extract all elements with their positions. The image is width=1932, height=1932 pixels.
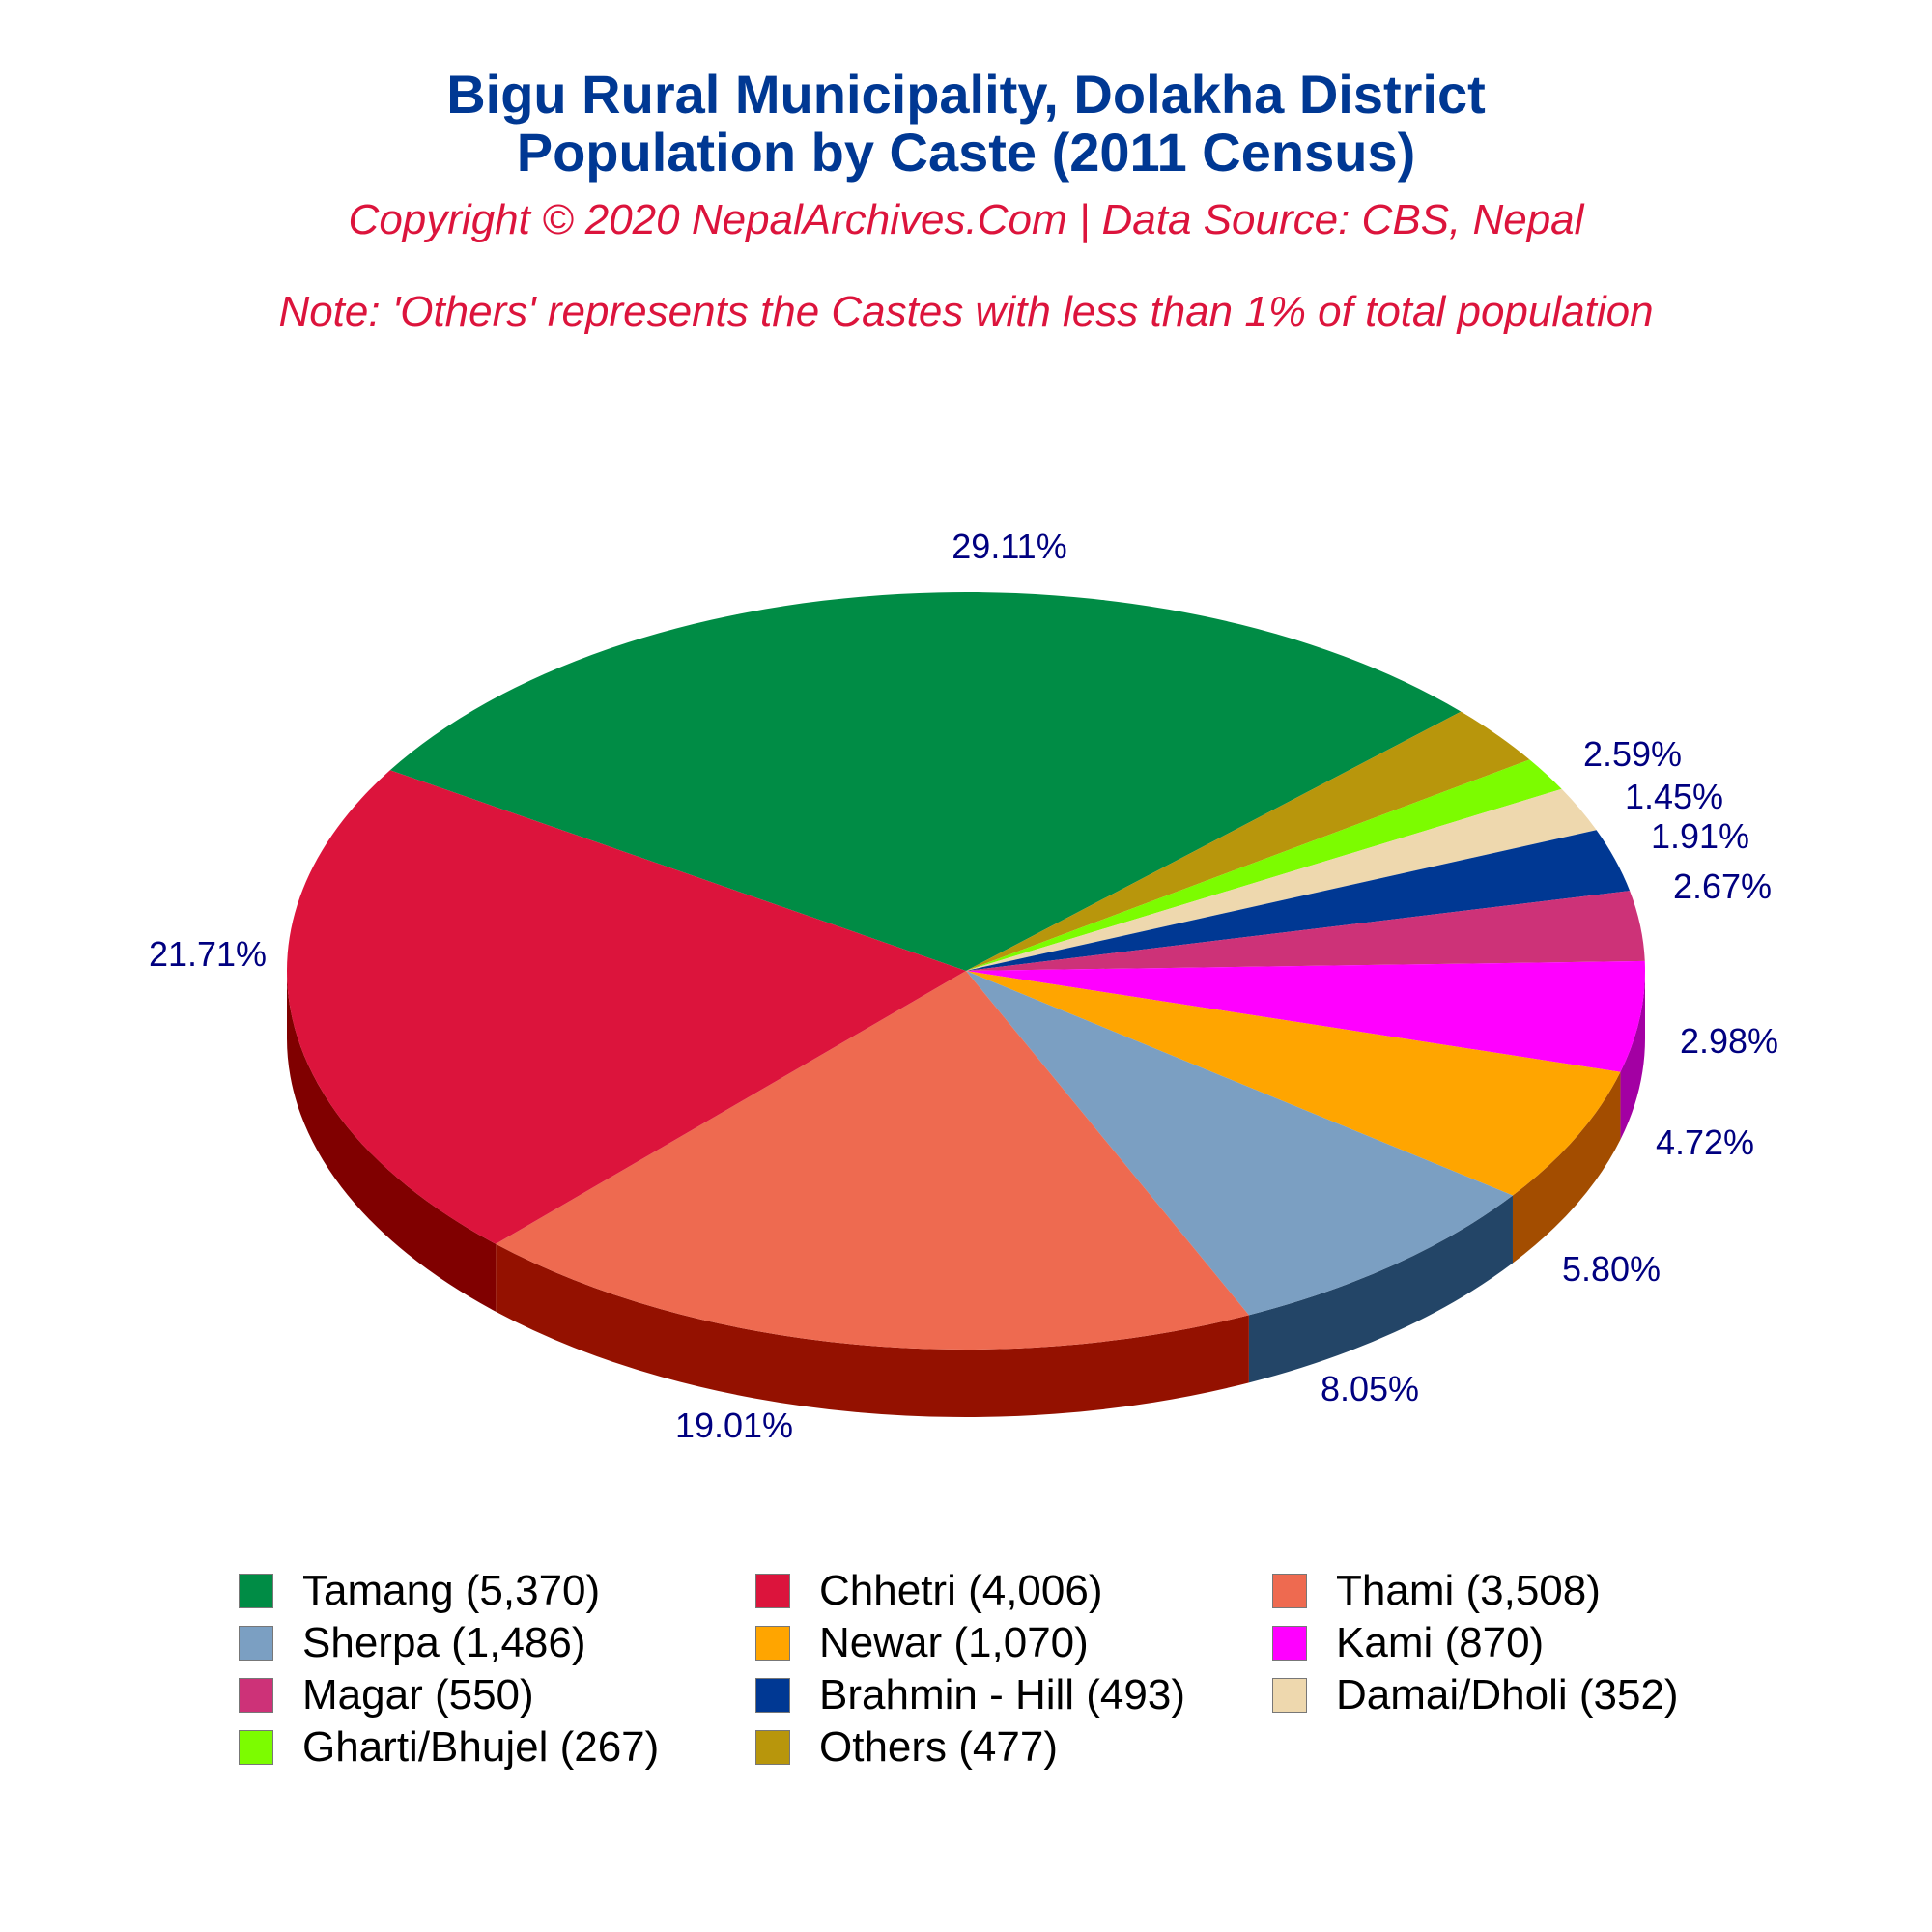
copyright-text: Copyright © 2020 NepalArchives.Com | Dat… — [348, 196, 1584, 243]
pie-slice-damai-dholi — [966, 788, 1597, 971]
pie-slice-thami — [496, 971, 1249, 1350]
pie-side-chhetri — [287, 971, 497, 1312]
pie-slice-others — [966, 711, 1530, 971]
percent-label-others: 2.59% — [1583, 734, 1682, 774]
pie-percent-labels: 29.11% 21.71% 19.01% 8.05% 5.80% 4.72% 2.98% 2.… — [149, 526, 1778, 1445]
percent-label-newar: 5.80% — [1562, 1249, 1661, 1289]
legend-label: Brahmin - Hill (493) — [819, 1671, 1185, 1719]
legend-swatch — [755, 1730, 790, 1765]
percent-label-gharti-bhujel: 1.45% — [1625, 777, 1723, 816]
pie-slice-tamang — [389, 592, 1462, 971]
percent-label-sherpa: 8.05% — [1321, 1369, 1419, 1408]
legend-item-thami: Thami (3,508) — [1272, 1565, 1601, 1617]
pie-slices — [287, 592, 1645, 1350]
percent-label-tamang: 29.11% — [952, 526, 1066, 566]
legend-item-gharti-bhujel: Gharti/Bhujel (267) — [239, 1721, 659, 1774]
legend-swatch — [239, 1574, 273, 1608]
legend-item-kami: Kami (870) — [1272, 1617, 1544, 1669]
pie-slice-newar — [966, 971, 1621, 1196]
pie-slice-chhetri — [287, 770, 966, 1244]
chart-title-line2: Population by Caste (2011 Census) — [516, 122, 1416, 183]
legend-swatch — [239, 1626, 273, 1661]
pie-side-kami — [1620, 971, 1645, 1140]
legend-item-sherpa: Sherpa (1,486) — [239, 1617, 586, 1669]
pie-slice-brahmin-hill — [966, 830, 1631, 971]
legend-label: Damai/Dholi (352) — [1336, 1671, 1679, 1719]
percent-label-chhetri: 21.71% — [149, 934, 267, 974]
percent-label-thami: 19.01% — [675, 1406, 793, 1445]
pie-slice-sherpa — [966, 971, 1513, 1316]
legend-item-tamang: Tamang (5,370) — [239, 1565, 600, 1617]
pie-slice-kami — [966, 960, 1645, 1072]
legend-label: Others (477) — [819, 1723, 1058, 1771]
pie-sides — [287, 971, 1645, 1417]
legend-item-others: Others (477) — [755, 1721, 1058, 1774]
legend-swatch — [239, 1678, 273, 1713]
legend-item-newar: Newar (1,070) — [755, 1617, 1089, 1669]
legend-label: Gharti/Bhujel (267) — [302, 1723, 660, 1771]
legend-swatch — [1272, 1678, 1307, 1713]
pie-slice-gharti-bhujel — [966, 759, 1562, 971]
pie-slice-magar — [966, 891, 1645, 971]
pie-side-newar — [1512, 1071, 1621, 1264]
legend-label: Magar (550) — [302, 1671, 534, 1719]
legend-label: Tamang (5,370) — [302, 1567, 601, 1614]
chart-title-line1: Bigu Rural Municipality, Dolakha Distric… — [446, 64, 1486, 125]
legend-swatch — [1272, 1574, 1307, 1608]
legend-label: Newar (1,070) — [819, 1619, 1089, 1666]
note-text: Note: 'Others' represents the Castes wit… — [278, 288, 1654, 335]
pie-side-thami — [496, 1243, 1249, 1417]
percent-label-brahmin-hill: 2.67% — [1673, 867, 1772, 906]
legend-swatch — [755, 1678, 790, 1713]
legend-item-chhetri: Chhetri (4,006) — [755, 1565, 1102, 1617]
legend-swatch — [755, 1626, 790, 1661]
legend-label: Thami (3,508) — [1336, 1567, 1601, 1614]
percent-label-damai-dholi: 1.91% — [1651, 816, 1749, 856]
pie-side-sherpa — [1248, 1195, 1513, 1383]
legend-item-damai-dholi: Damai/Dholi (352) — [1272, 1669, 1679, 1721]
legend-label: Sherpa (1,486) — [302, 1619, 586, 1666]
legend-label: Kami (870) — [1336, 1619, 1545, 1666]
legend-swatch — [1272, 1626, 1307, 1661]
legend-item-brahmin-hill: Brahmin - Hill (493) — [755, 1669, 1185, 1721]
legend-item-magar: Magar (550) — [239, 1669, 534, 1721]
legend-swatch — [239, 1730, 273, 1765]
percent-label-kami: 4.72% — [1656, 1122, 1754, 1162]
legend-label: Chhetri (4,006) — [819, 1567, 1103, 1614]
legend-swatch — [755, 1574, 790, 1608]
percent-label-magar: 2.98% — [1680, 1021, 1778, 1061]
